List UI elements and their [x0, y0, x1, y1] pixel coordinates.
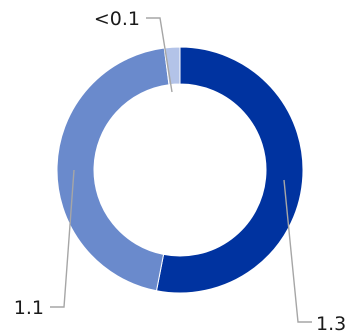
- donut-slice-0: [155, 46, 304, 294]
- data-label-slice-0: 1.3: [316, 313, 346, 335]
- data-label-slice-2: <0.1: [94, 8, 140, 30]
- leader-line-slice-1: [50, 169, 75, 308]
- donut-slice-1: [56, 47, 170, 292]
- data-label-slice-1: 1.1: [14, 297, 44, 319]
- leader-line-slice-0: [283, 179, 312, 323]
- leader-line-slice-2: [146, 17, 173, 93]
- donut-slice-2: [163, 46, 181, 86]
- donut-slices: [56, 46, 304, 294]
